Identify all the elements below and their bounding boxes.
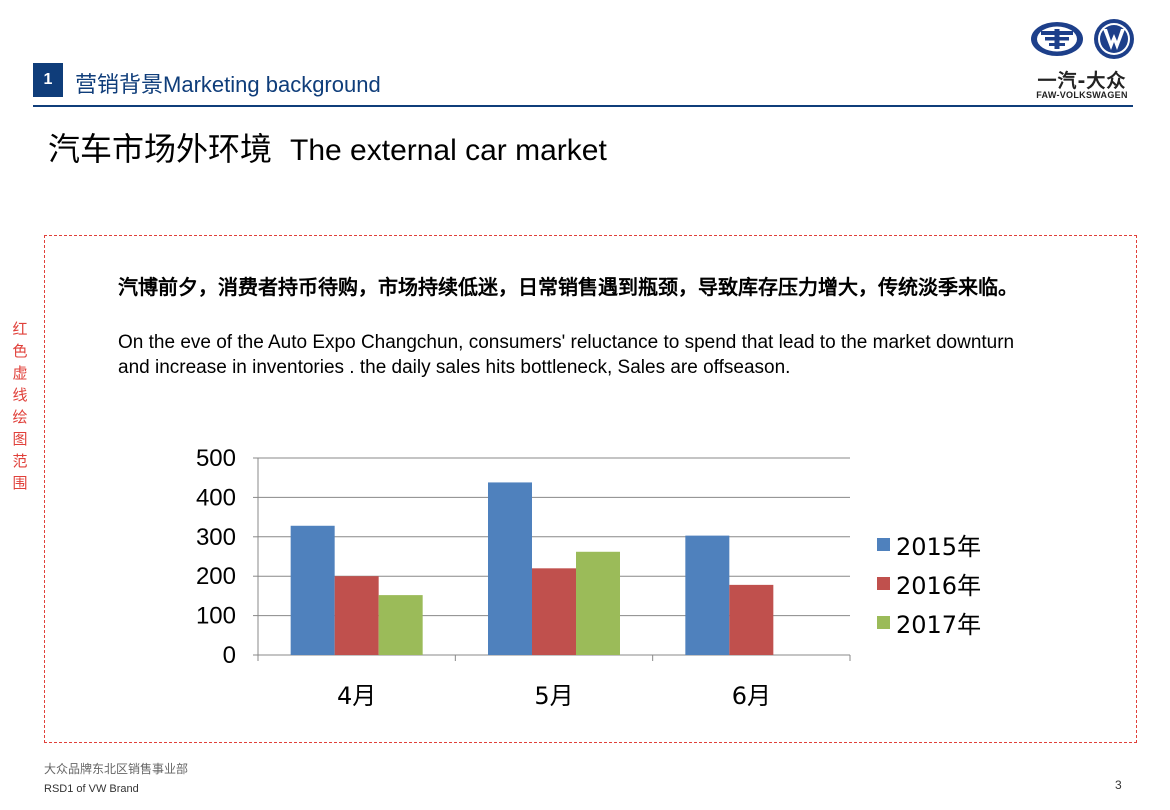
section-title: 营销背景Marketing background bbox=[75, 67, 381, 99]
paragraph-en: On the eve of the Auto Expo Changchun, c… bbox=[118, 332, 1015, 378]
bar bbox=[576, 551, 620, 655]
logo-text-en: FAW-VOLKSWAGEN bbox=[1036, 90, 1128, 100]
y-tick-label: 200 bbox=[196, 563, 236, 590]
brand-logo bbox=[1031, 19, 1134, 59]
y-tick-label: 500 bbox=[196, 445, 236, 472]
bar bbox=[729, 584, 774, 655]
vw-icon bbox=[1094, 19, 1134, 59]
logo-text-cn: 一汽-大众 bbox=[1037, 70, 1127, 92]
bar bbox=[378, 595, 423, 655]
footer-department-cn: 大众品牌东北区销售事业部 bbox=[44, 762, 189, 776]
section-title-cn: 营销背景 bbox=[75, 72, 164, 97]
x-tick-label: 6月 bbox=[732, 682, 771, 710]
bar bbox=[488, 482, 532, 655]
page-title: 汽车市场外环境 The external car market bbox=[48, 124, 607, 170]
page-number: 3 bbox=[1115, 778, 1122, 792]
bar bbox=[290, 525, 335, 655]
bar bbox=[685, 535, 730, 655]
dashed-drawing-frame bbox=[44, 235, 1137, 743]
legend-label: 2015年 bbox=[896, 533, 981, 561]
y-tick-label: 300 bbox=[196, 524, 236, 551]
faw-icon bbox=[1031, 22, 1083, 56]
x-tick-label: 5月 bbox=[534, 682, 573, 710]
legend-label: 2017年 bbox=[896, 611, 981, 639]
legend-label: 2016年 bbox=[896, 572, 981, 600]
page-title-en: The external car market bbox=[290, 134, 607, 167]
header-divider bbox=[33, 105, 1133, 107]
page-title-cn: 汽车市场外环境 bbox=[48, 130, 273, 168]
y-tick-label: 0 bbox=[223, 642, 236, 669]
bar-chart: 0 100 200 300 400 500 4月 5月 6月 2015年 2016年 2017年 bbox=[196, 445, 981, 710]
legend-swatch bbox=[877, 616, 890, 629]
side-note: 红色虚线绘图范围 bbox=[12, 320, 28, 492]
section-title-en: Marketing background bbox=[163, 72, 381, 97]
legend-swatch bbox=[877, 577, 890, 590]
y-tick-label: 100 bbox=[196, 603, 236, 630]
legend-swatch bbox=[877, 538, 890, 551]
y-tick-label: 400 bbox=[196, 484, 236, 511]
footer-department-en: RSD1 of VW Brand bbox=[44, 783, 139, 795]
bar bbox=[532, 568, 576, 655]
bar bbox=[334, 576, 379, 655]
paragraph-cn: 汽博前夕，消费者持币待购，市场持续低迷，日常销售遇到瓶颈，导致库存压力增大，传统… bbox=[118, 275, 1018, 299]
x-tick-label: 4月 bbox=[337, 682, 376, 710]
section-number: 1 bbox=[33, 63, 63, 97]
